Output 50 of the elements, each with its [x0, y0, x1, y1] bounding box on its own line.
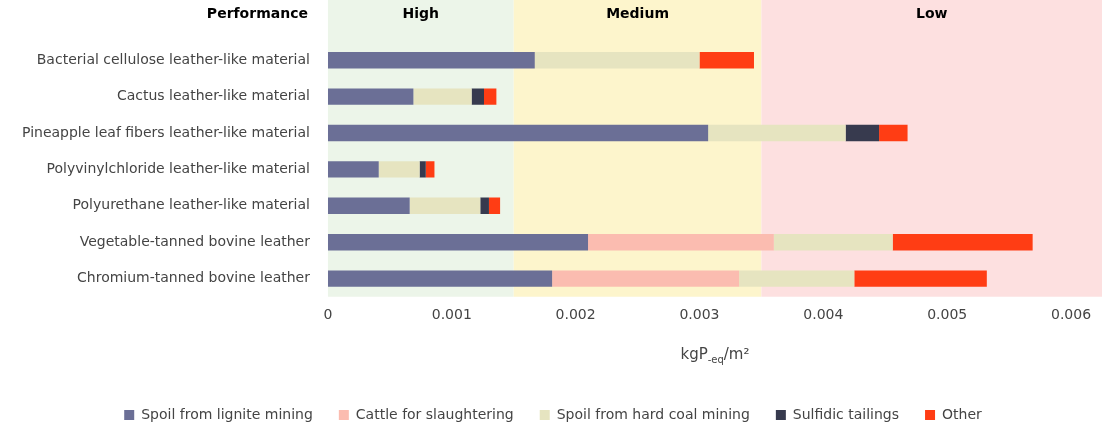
bar	[409, 197, 481, 214]
bar	[327, 88, 414, 105]
y-tick-label: Pineapple leaf fibers leather-like material	[22, 123, 310, 140]
bar	[488, 197, 501, 214]
y-tick-label: Bacterial cellulose leather-like material	[36, 50, 310, 67]
bar	[708, 124, 846, 142]
legend-label: Spoil from lignite mining	[141, 405, 313, 422]
text: Performance	[206, 4, 308, 21]
bar	[854, 270, 987, 287]
bar	[892, 234, 1033, 251]
bar	[413, 88, 472, 105]
band-label: High	[402, 4, 440, 21]
x-tick-label: 0.001	[431, 305, 472, 322]
x-tick-label: 0.006	[1050, 305, 1092, 322]
y-tick-label: Vegetable-tanned bovine leather	[79, 232, 311, 249]
bar	[534, 52, 700, 69]
x-tick-label: 0.004	[803, 305, 844, 322]
bar	[327, 270, 553, 287]
bar	[378, 161, 420, 178]
y-tick-label: Polyvinylchloride leather-like material	[46, 160, 310, 177]
bar	[552, 270, 740, 287]
bar	[773, 234, 893, 251]
legend-label: Other	[942, 405, 983, 422]
bar	[327, 197, 410, 214]
bar	[739, 270, 855, 287]
bar	[425, 161, 435, 178]
bar	[845, 124, 880, 142]
bar	[327, 161, 379, 178]
bar	[327, 234, 589, 251]
legend-label: Cattle for slaughtering	[355, 405, 514, 422]
band-label: Low	[915, 4, 948, 21]
legend-label: Sulfidic tailings	[792, 405, 900, 422]
y-tick-label: Cactus leather-like material	[116, 87, 310, 104]
x-tick-label: 0	[323, 305, 333, 322]
y-tick-label: Polyurethane leather-like material	[72, 196, 310, 213]
x-tick-label: 0.005	[927, 305, 968, 322]
legend-label: Spoil from hard coal mining	[556, 405, 750, 422]
x-tick-label: 0.003	[679, 305, 720, 322]
bar	[588, 234, 774, 251]
bar	[327, 52, 535, 69]
bar	[879, 124, 908, 142]
x-tick-label: 0.002	[555, 305, 596, 322]
bar	[480, 197, 489, 214]
band-label: Medium	[606, 4, 669, 21]
bar	[471, 88, 484, 105]
bar	[419, 161, 426, 178]
bar	[484, 88, 497, 105]
y-tick-label: Chromium-tanned bovine leather	[77, 269, 311, 286]
bar	[327, 124, 709, 142]
bar	[699, 52, 754, 69]
